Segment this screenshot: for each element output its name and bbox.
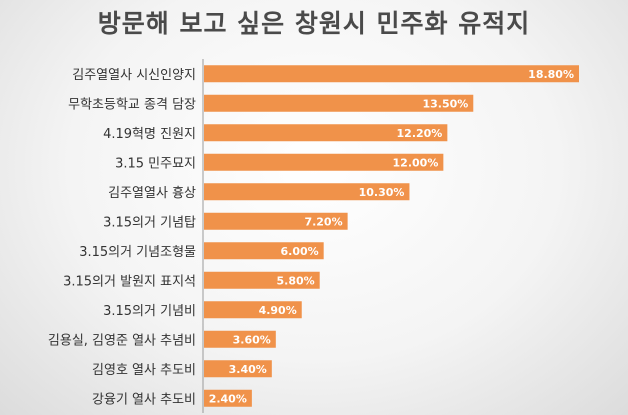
data-label: 18.80% xyxy=(528,68,574,81)
category-label: 김주열열사 시신인양지 xyxy=(72,68,196,83)
bar xyxy=(204,389,252,407)
bar xyxy=(204,330,276,348)
bar xyxy=(204,183,410,201)
data-label: 6.00% xyxy=(281,245,319,258)
category-label: 김용실, 김영준 열사 추념비 xyxy=(48,333,196,348)
category-label: 3.15의거 기념조형물 xyxy=(79,245,196,260)
bar xyxy=(204,212,348,230)
data-label: 3.60% xyxy=(233,333,271,346)
category-label: 3.15의거 발원지 표지석 xyxy=(63,274,196,289)
bar xyxy=(204,301,302,319)
category-label: 3.15의거 기념탑 xyxy=(103,215,196,230)
data-label: 3.40% xyxy=(229,363,267,376)
category-label: 3.15 민주묘지 xyxy=(115,156,196,171)
bar xyxy=(204,153,444,171)
bar xyxy=(204,271,320,289)
bar xyxy=(204,360,272,378)
bar xyxy=(204,124,448,142)
category-label: 4.19혁명 진원지 xyxy=(103,127,196,142)
bar xyxy=(204,65,579,83)
category-label: 3.15의거 기념비 xyxy=(103,304,196,319)
chart-title: 방문해 보고 싶은 창원시 민주화 유적지 xyxy=(97,9,531,38)
category-label: 강융기 열사 추도비 xyxy=(92,392,196,407)
category-label: 김주열열사 흉상 xyxy=(108,186,196,201)
data-label: 4.90% xyxy=(259,304,297,317)
data-label: 5.80% xyxy=(277,274,315,287)
data-label: 13.50% xyxy=(422,97,468,110)
bar xyxy=(204,94,474,112)
category-label: 김영호 열사 추도비 xyxy=(92,363,196,378)
data-label: 12.20% xyxy=(397,127,443,140)
data-label: 7.20% xyxy=(304,215,342,228)
data-label: 2.40% xyxy=(209,392,247,405)
category-label: 무학초등학교 종격 담장 xyxy=(68,97,196,112)
data-label: 12.00% xyxy=(393,156,439,169)
bars-group: 김주열열사 시신인양지 18.80% 무학초등학교 종격 담장 13.50% 4.19혁… xyxy=(48,65,579,407)
bar xyxy=(204,242,324,260)
data-label: 10.30% xyxy=(359,186,405,199)
